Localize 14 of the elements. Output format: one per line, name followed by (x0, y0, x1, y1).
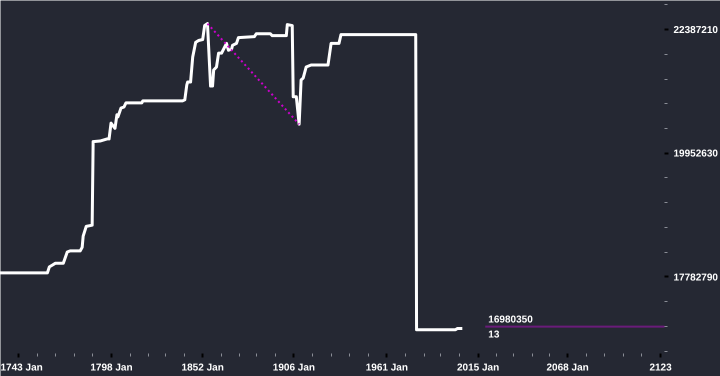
x-tick-label: 2068 Jan (546, 362, 589, 374)
x-tick-label: 2015 Jan (456, 362, 500, 374)
x-tick-label: 1961 Jan (366, 362, 408, 374)
x-tick-label: 1743 Jan (0, 362, 43, 374)
y-tick-label: 17782790 (674, 272, 718, 284)
annotation: 16980350 (488, 314, 534, 326)
x-tick-label: 1906 Jan (272, 362, 316, 374)
annotation: 13 (488, 330, 500, 341)
x-tick-label: 2123 (649, 362, 672, 374)
y-tick-label: 22387210 (674, 25, 718, 36)
y-tick-label: 19952630 (674, 148, 718, 160)
x-tick-label: 1798 Jan (90, 362, 133, 374)
x-tick-label: 1852 Jan (182, 362, 224, 374)
line-series (0, 22, 464, 332)
